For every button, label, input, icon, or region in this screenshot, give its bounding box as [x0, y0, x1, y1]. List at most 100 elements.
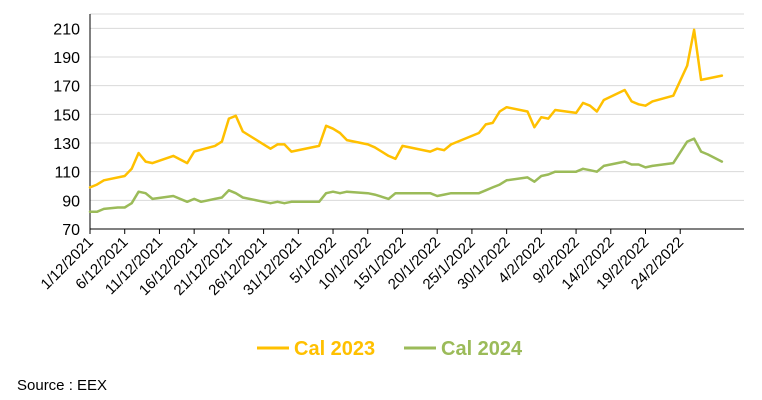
- data-point-cal-2023: [345, 139, 348, 142]
- series-group: [88, 28, 724, 214]
- data-point-cal-2024: [540, 175, 543, 177]
- data-point-cal-2023: [220, 140, 223, 143]
- data-point-cal-2023: [95, 183, 98, 186]
- data-point-cal-2023: [172, 154, 175, 157]
- data-point-cal-2024: [623, 160, 626, 163]
- data-point-cal-2023: [283, 143, 286, 146]
- data-point-cal-2023: [540, 116, 543, 119]
- data-point-cal-2023: [89, 186, 91, 189]
- data-point-cal-2024: [227, 189, 230, 192]
- data-point-cal-2024: [283, 202, 286, 205]
- y-tick-label: 150: [53, 107, 80, 124]
- data-point-cal-2023: [325, 124, 328, 127]
- data-point-cal-2023: [151, 162, 154, 165]
- data-point-cal-2024: [373, 193, 376, 196]
- data-point-cal-2024: [95, 210, 98, 213]
- data-point-cal-2024: [394, 192, 397, 195]
- data-point-cal-2024: [144, 192, 147, 195]
- data-point-cal-2023: [575, 111, 578, 114]
- data-point-cal-2023: [130, 167, 133, 170]
- data-point-cal-2023: [332, 127, 334, 130]
- data-point-cal-2024: [276, 200, 279, 203]
- y-tick-label: 190: [53, 50, 80, 67]
- data-point-cal-2023: [269, 147, 272, 150]
- data-point-cal-2023: [554, 109, 557, 111]
- data-point-cal-2023: [651, 100, 654, 103]
- data-point-cal-2024: [269, 202, 272, 205]
- legend-item-cal-2024: Cal 2024: [404, 338, 523, 360]
- data-point-cal-2024: [554, 170, 557, 173]
- data-point-cal-2023: [443, 149, 446, 152]
- data-point-cal-2023: [137, 152, 140, 154]
- legend-label-cal-2023: Cal 2023: [294, 338, 375, 360]
- data-point-cal-2024: [200, 200, 203, 203]
- gridlines: [89, 13, 744, 230]
- data-point-cal-2023: [477, 132, 480, 134]
- data-point-cal-2024: [137, 190, 140, 193]
- data-point-cal-2023: [450, 143, 453, 146]
- y-tick-label: 110: [54, 165, 80, 182]
- data-point-cal-2023: [602, 99, 605, 101]
- data-point-cal-2023: [498, 110, 501, 113]
- data-point-cal-2024: [366, 192, 369, 195]
- data-point-cal-2024: [700, 150, 703, 153]
- y-axis: 70 90 110 130 150 170 190 210: [53, 21, 80, 239]
- data-point-cal-2023: [720, 74, 723, 77]
- data-point-cal-2024: [262, 200, 265, 203]
- data-point-cal-2023: [700, 78, 703, 81]
- data-point-cal-2023: [693, 28, 696, 31]
- plot-area: 70 90 110 130 150 170 190 210 1/12/20216/12/202…: [38, 13, 744, 299]
- data-point-cal-2024: [151, 197, 154, 200]
- y-tick-label: 170: [53, 79, 80, 96]
- data-point-cal-2023: [595, 110, 598, 113]
- data-point-cal-2023: [214, 144, 216, 147]
- data-point-cal-2024: [644, 166, 647, 169]
- series-line-cal-2024: [88, 137, 724, 214]
- data-point-cal-2023: [401, 144, 404, 147]
- data-point-cal-2024: [102, 207, 105, 210]
- data-point-cal-2024: [318, 200, 321, 203]
- x-axis: 1/12/20216/12/202111/12/202116/12/202121…: [38, 229, 687, 299]
- legend-item-cal-2023: Cal 2023: [257, 338, 375, 360]
- data-point-cal-2024: [214, 197, 216, 200]
- data-point-cal-2024: [693, 137, 696, 140]
- data-point-cal-2023: [436, 147, 439, 150]
- data-point-cal-2023: [262, 143, 265, 146]
- data-point-cal-2024: [595, 170, 598, 173]
- data-point-cal-2023: [547, 117, 550, 120]
- data-point-cal-2023: [526, 110, 529, 113]
- data-point-cal-2024: [630, 163, 633, 166]
- data-point-cal-2023: [707, 77, 709, 80]
- source-note: Source : EEX: [17, 377, 108, 394]
- y-tick-label: 210: [53, 21, 80, 38]
- data-point-cal-2023: [234, 114, 237, 117]
- data-point-cal-2024: [241, 196, 244, 199]
- data-point-cal-2024: [436, 195, 439, 197]
- data-point-cal-2023: [339, 132, 341, 134]
- data-point-cal-2024: [707, 153, 709, 156]
- data-point-cal-2023: [102, 179, 105, 182]
- data-point-cal-2024: [575, 170, 578, 173]
- data-point-cal-2024: [339, 192, 341, 195]
- data-point-cal-2023: [290, 150, 293, 153]
- data-point-cal-2023: [582, 101, 584, 104]
- data-point-cal-2024: [387, 197, 390, 200]
- data-point-cal-2023: [387, 154, 390, 157]
- data-point-cal-2023: [227, 117, 230, 120]
- legend: Cal 2023 Cal 2024: [257, 338, 523, 360]
- data-point-cal-2024: [651, 164, 654, 167]
- data-point-cal-2023: [144, 160, 147, 163]
- data-point-cal-2024: [686, 140, 689, 143]
- data-point-cal-2024: [589, 169, 591, 172]
- data-point-cal-2024: [429, 192, 432, 195]
- data-point-cal-2024: [484, 189, 487, 192]
- data-point-cal-2024: [89, 210, 91, 213]
- data-point-cal-2024: [130, 202, 133, 205]
- data-point-cal-2024: [123, 206, 126, 209]
- data-point-cal-2024: [491, 186, 494, 189]
- data-point-cal-2024: [672, 162, 675, 165]
- data-point-cal-2024: [290, 200, 293, 203]
- data-point-cal-2023: [373, 146, 376, 149]
- data-point-cal-2024: [345, 190, 348, 193]
